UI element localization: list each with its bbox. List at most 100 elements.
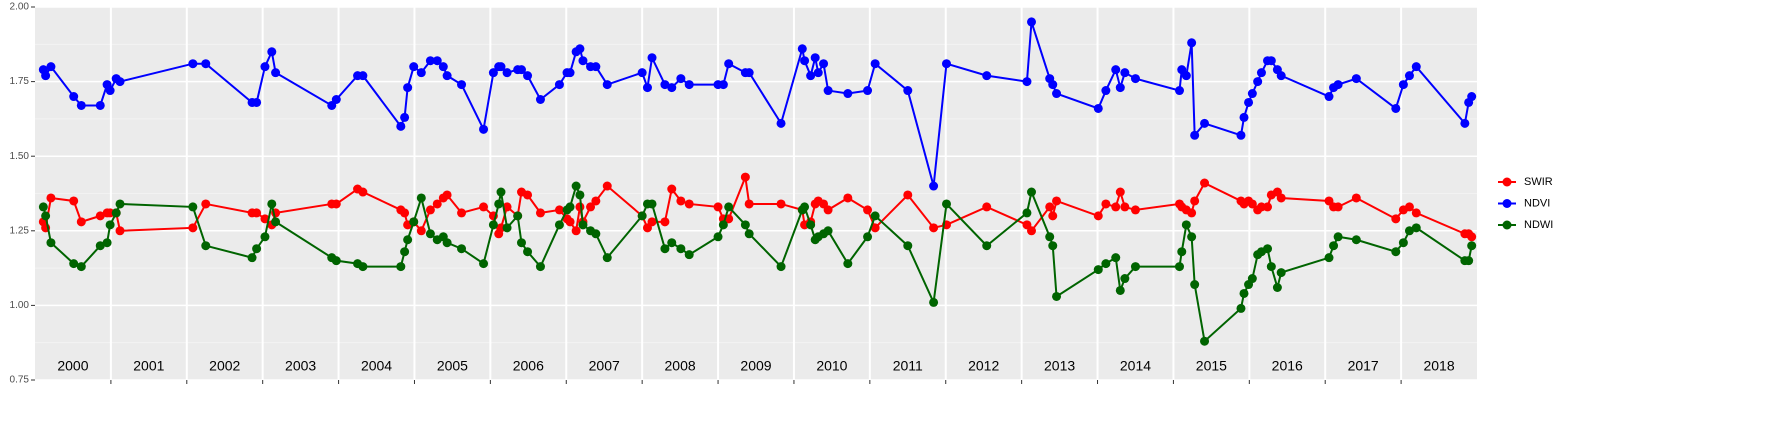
data-point xyxy=(1048,241,1058,251)
legend-label: NDVI xyxy=(1524,197,1550,209)
data-point xyxy=(565,217,575,227)
data-point xyxy=(810,53,820,63)
data-point xyxy=(105,86,115,96)
data-point xyxy=(1048,80,1058,90)
data-point xyxy=(535,208,545,218)
data-point xyxy=(1263,202,1273,212)
data-point xyxy=(1120,68,1130,78)
data-point xyxy=(400,208,410,218)
data-point xyxy=(813,68,823,78)
data-point xyxy=(1111,65,1121,75)
data-point xyxy=(188,223,198,233)
data-point xyxy=(1181,220,1191,230)
data-point xyxy=(1200,118,1210,128)
data-point xyxy=(1190,130,1200,140)
data-point xyxy=(438,62,448,72)
data-point xyxy=(1115,285,1125,295)
data-point xyxy=(416,193,426,203)
data-point xyxy=(1391,247,1401,257)
data-point xyxy=(800,202,810,212)
data-point xyxy=(1181,71,1191,81)
data-point xyxy=(667,83,677,93)
data-point xyxy=(271,68,281,78)
year-label: 2008 xyxy=(665,358,696,374)
data-point xyxy=(523,71,533,81)
data-point xyxy=(1190,280,1200,290)
data-point xyxy=(1200,336,1210,346)
data-point xyxy=(331,256,341,266)
data-point xyxy=(1398,80,1408,90)
data-point xyxy=(1244,97,1254,107)
data-point xyxy=(1190,196,1200,206)
year-label: 2018 xyxy=(1423,358,1454,374)
data-point xyxy=(1045,232,1055,242)
data-point xyxy=(870,211,880,221)
data-point xyxy=(1263,244,1273,254)
data-point xyxy=(647,199,657,209)
data-point xyxy=(260,232,270,242)
data-point xyxy=(1101,199,1111,209)
legend-point xyxy=(1502,220,1512,230)
data-point xyxy=(1026,187,1036,197)
data-point xyxy=(863,86,873,96)
data-point xyxy=(1111,253,1121,263)
data-point xyxy=(1236,303,1246,313)
data-point xyxy=(1324,253,1334,263)
data-point xyxy=(676,196,686,206)
data-point xyxy=(903,241,913,251)
data-point xyxy=(1130,74,1140,84)
year-label: 2017 xyxy=(1348,358,1379,374)
data-point xyxy=(941,59,951,69)
data-point xyxy=(201,241,211,251)
data-point xyxy=(676,244,686,254)
data-point xyxy=(1464,256,1474,266)
data-point xyxy=(76,217,86,227)
legend-label: NDWI xyxy=(1524,219,1553,231)
data-point xyxy=(513,211,523,221)
data-point xyxy=(660,80,670,90)
data-point xyxy=(479,202,489,212)
data-point xyxy=(1272,282,1282,292)
data-point xyxy=(571,226,581,236)
data-point xyxy=(1115,187,1125,197)
data-point xyxy=(1174,86,1184,96)
data-point xyxy=(1026,17,1036,27)
data-point xyxy=(1052,291,1062,301)
data-point xyxy=(46,238,56,248)
data-point xyxy=(425,56,435,66)
data-point xyxy=(1236,130,1246,140)
data-point xyxy=(843,259,853,269)
data-point xyxy=(479,259,489,269)
data-point xyxy=(1411,208,1421,218)
data-point xyxy=(806,71,816,81)
data-point xyxy=(575,190,585,200)
data-point xyxy=(637,211,647,221)
data-point xyxy=(776,262,786,272)
data-point xyxy=(1404,226,1414,236)
data-point xyxy=(1391,214,1401,224)
data-point xyxy=(667,184,677,194)
data-point xyxy=(660,217,670,227)
data-point xyxy=(496,187,506,197)
data-point xyxy=(823,86,833,96)
data-point xyxy=(823,226,833,236)
data-point xyxy=(1333,232,1343,242)
data-point xyxy=(1351,74,1361,84)
data-point xyxy=(565,202,575,212)
data-point xyxy=(929,297,939,307)
data-point xyxy=(479,124,489,134)
data-point xyxy=(1404,202,1414,212)
data-point xyxy=(1045,202,1055,212)
data-point xyxy=(396,262,406,272)
data-point xyxy=(1093,103,1103,113)
data-point xyxy=(442,238,452,248)
data-point xyxy=(1266,56,1276,66)
data-point xyxy=(647,53,657,63)
data-point xyxy=(929,181,939,191)
data-point xyxy=(863,232,873,242)
data-point xyxy=(578,220,588,230)
data-point xyxy=(1398,238,1408,248)
data-point xyxy=(535,95,545,105)
legend-label: SWIR xyxy=(1524,176,1553,188)
data-point xyxy=(201,59,211,69)
